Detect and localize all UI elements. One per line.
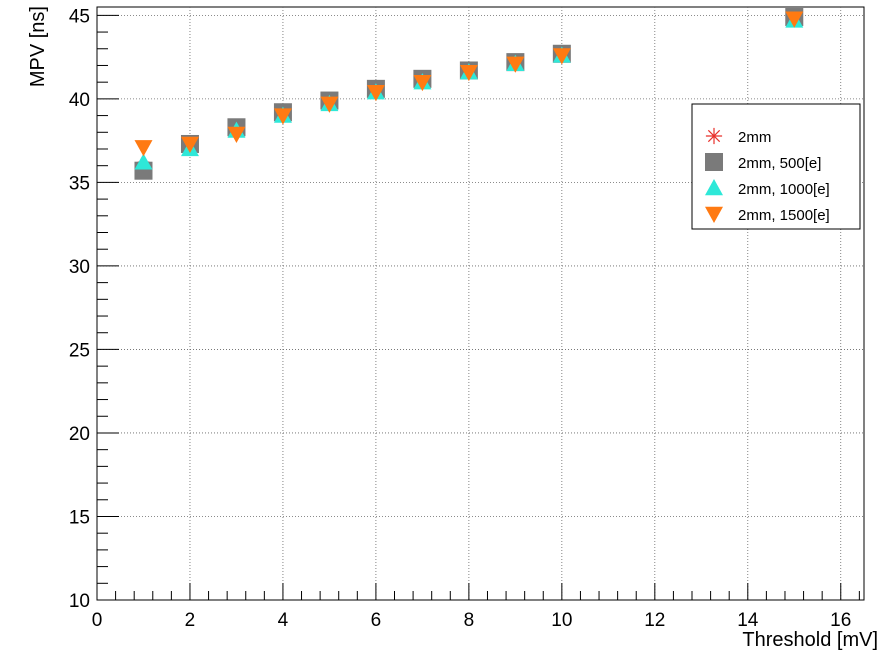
data-point-triangle-down — [552, 48, 571, 65]
data-points — [134, 8, 804, 180]
y-tick-label: 30 — [69, 257, 90, 278]
legend-label: 2mm, 1000[e] — [738, 181, 830, 198]
x-axis-title: Threshold [mV] — [742, 629, 878, 651]
y-tick-label: 20 — [69, 424, 90, 445]
axis-ticks — [96, 14, 860, 601]
data-point-triangle-down — [366, 84, 385, 102]
legend-marker-asterisk — [705, 127, 723, 145]
data-point-triangle-down — [459, 64, 478, 82]
data-point-triangle-down — [227, 126, 246, 143]
legend-marker-triangle-up — [705, 179, 723, 196]
data-point-triangle-down — [506, 56, 525, 73]
y-axis-title: MPV [ns] — [27, 6, 49, 87]
x-tick-label: 6 — [371, 610, 382, 631]
data-point-triangle-down — [413, 74, 432, 92]
x-tick-label: 16 — [830, 610, 851, 631]
data-point-triangle-up — [134, 153, 153, 170]
legend-marker-triangle-down — [705, 206, 723, 223]
x-tick-label: 12 — [644, 610, 665, 631]
y-tick-labels: 10 15 20 25 30 35 40 45 — [69, 6, 90, 612]
legend: 2mm 2mm, 500[e] 2mm, 1000[e] 2mm, 1500[e] — [691, 103, 861, 230]
y-tick-label: 35 — [69, 173, 90, 194]
y-tick-label: 40 — [69, 90, 90, 111]
x-tick-label: 4 — [278, 610, 289, 631]
x-tick-label: 14 — [737, 610, 759, 631]
x-tick-label: 8 — [464, 610, 475, 631]
x-tick-labels: 0 2 4 6 8 10 12 14 16 — [92, 610, 852, 631]
y-tick-label: 25 — [69, 340, 90, 361]
legend-label: 2mm — [738, 129, 771, 146]
data-point-triangle-down — [180, 136, 199, 153]
legend-label: 2mm, 1500[e] — [738, 207, 830, 224]
data-point-triangle-down — [320, 96, 339, 113]
y-tick-label: 10 — [69, 591, 90, 612]
data-point-triangle-down — [785, 11, 804, 28]
y-tick-label: 15 — [69, 507, 90, 528]
y-tick-label: 45 — [69, 6, 90, 27]
plot-frame — [96, 6, 865, 601]
x-tick-label: 0 — [92, 610, 103, 631]
legend-label: 2mm, 500[e] — [738, 155, 821, 172]
grid-lines — [97, 7, 864, 600]
data-point-triangle-down — [134, 140, 153, 157]
x-tick-label: 2 — [185, 610, 196, 631]
x-tick-label: 10 — [551, 610, 572, 631]
legend-marker-square — [705, 153, 723, 171]
data-point-triangle-down — [273, 108, 292, 125]
